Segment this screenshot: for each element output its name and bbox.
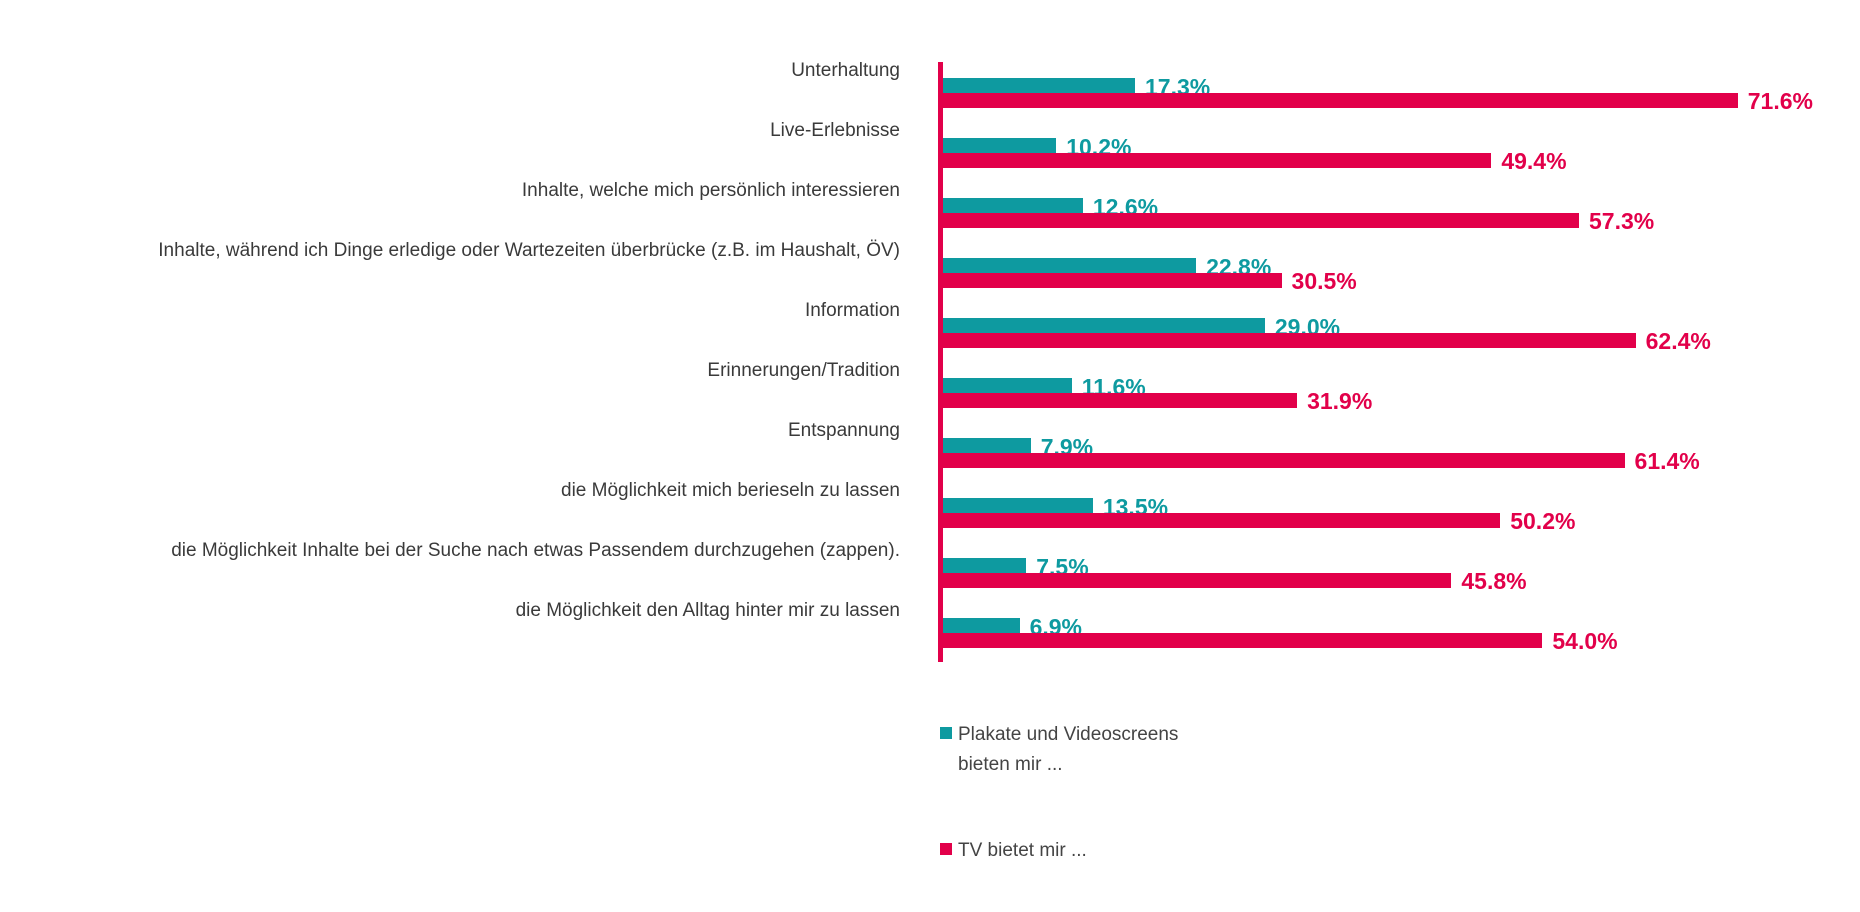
bar-plakate (943, 258, 1197, 273)
value-label-tv: 61.4% (1634, 448, 1700, 474)
category-axis-line (938, 62, 943, 662)
bar-plakate (943, 318, 1265, 333)
category-label: Inhalte, während ich Dinge erledige oder… (158, 240, 900, 261)
bar-tv (943, 333, 1636, 348)
category-label: Information (804, 300, 900, 321)
value-label-tv: 45.8% (1461, 568, 1527, 594)
legend-swatch (940, 843, 952, 855)
category-label: Unterhaltung (791, 60, 900, 81)
bar-tv (943, 153, 1492, 168)
value-label-tv: 49.4% (1501, 148, 1567, 174)
bar-tv (943, 573, 1452, 588)
category-label: Live-Erlebnisse (770, 120, 900, 141)
bar-tv (943, 633, 1543, 648)
bar-plakate (943, 198, 1083, 213)
value-label-tv: 71.6% (1747, 88, 1813, 114)
category-label: die Möglichkeit mich berieseln zu lassen (561, 480, 900, 501)
bar-tv (943, 453, 1625, 468)
bar-tv (943, 393, 1298, 408)
bar-tv (943, 273, 1282, 288)
bar-plakate (943, 438, 1031, 453)
bar-plakate (943, 78, 1136, 93)
bar-plakate (943, 498, 1093, 513)
value-label-tv: 62.4% (1645, 328, 1711, 354)
legend-swatch (940, 727, 952, 739)
bar-plakate (943, 378, 1072, 393)
value-label-tv: 57.3% (1589, 208, 1655, 234)
bar-tv (943, 93, 1738, 108)
bar-plakate (943, 558, 1027, 573)
value-label-tv: 31.9% (1307, 388, 1373, 414)
category-label: die Möglichkeit Inhalte bei der Suche na… (171, 540, 900, 561)
category-label: die Möglichkeit den Alltag hinter mir zu… (515, 600, 900, 621)
legend-label: TV bietet mir ... (958, 840, 1087, 861)
bar-tv (943, 513, 1501, 528)
value-label-tv: 30.5% (1291, 268, 1357, 294)
legend-label: Plakate und Videoscreens bieten mir ... (958, 724, 1179, 775)
legend-item: Plakate und Videoscreens bieten mir ... (940, 720, 1188, 780)
category-label: Erinnerungen/Tradition (707, 360, 900, 381)
bar-plakate (943, 138, 1057, 153)
bar-tv (943, 213, 1580, 228)
category-label: Entspannung (788, 420, 900, 441)
category-label: Inhalte, welche mich persönlich interess… (521, 180, 900, 201)
legend-item: TV bietet mir ... (940, 836, 1188, 866)
bar-plakate (943, 618, 1020, 633)
value-label-tv: 54.0% (1552, 628, 1618, 654)
value-label-tv: 50.2% (1510, 508, 1576, 534)
